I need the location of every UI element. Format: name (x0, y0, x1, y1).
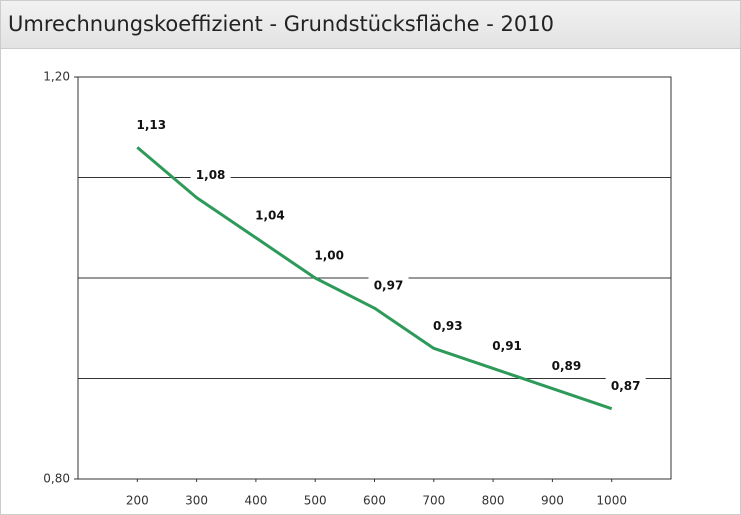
x-tick-label: 500 (304, 494, 327, 508)
label-bg (546, 357, 587, 376)
data-line (136, 146, 613, 411)
chart-title: Umrechnungskoeffizient - Grundstücksfläc… (8, 12, 554, 36)
x-tick-label: 900 (541, 494, 564, 508)
x-tick-label: 200 (126, 494, 149, 508)
label-bg (368, 277, 409, 296)
x-tick-label: 300 (185, 494, 208, 508)
label-bg (249, 206, 290, 225)
label-bg (487, 337, 528, 356)
y-tick-label: 0,80 (43, 472, 70, 486)
data-label: 0,91 (492, 339, 522, 353)
data-label: 1,04 (255, 208, 285, 222)
label-bg (427, 317, 468, 336)
data-label: 1,13 (136, 118, 166, 132)
x-tick-label: 800 (482, 494, 505, 508)
data-label: 0,97 (374, 279, 404, 293)
data-label: 1,00 (314, 249, 344, 263)
x-tick-label: 1000 (596, 494, 627, 508)
data-label: 0,89 (552, 359, 582, 373)
x-tick-label: 600 (363, 494, 386, 508)
x-tick-label: 700 (422, 494, 445, 508)
data-label: 1,08 (196, 168, 226, 182)
label-bg (309, 247, 350, 265)
label-bg (190, 166, 231, 185)
header (0, 0, 741, 49)
y-tick-label: 1,20 (43, 70, 70, 84)
x-tick-label: 400 (244, 494, 267, 508)
label-bg (605, 377, 646, 396)
data-label: 0,87 (611, 379, 641, 393)
label-bg (131, 116, 172, 135)
data-label: 0,93 (433, 319, 463, 333)
